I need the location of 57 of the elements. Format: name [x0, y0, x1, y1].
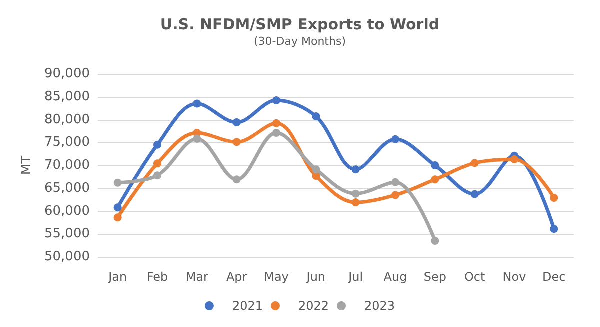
- x-tick-label: Feb: [146, 270, 168, 284]
- chart-title: U.S. NFDM/SMP Exports to World: [160, 16, 440, 34]
- x-tick-label: Jul: [348, 270, 364, 284]
- y-axis-title: MT: [20, 156, 35, 176]
- point: [470, 159, 479, 168]
- x-tick-label: Sep: [424, 270, 446, 284]
- point: [272, 119, 280, 128]
- legend-label: 2022: [298, 299, 330, 313]
- y-tick-label: 60,000: [44, 204, 90, 219]
- point: [431, 162, 440, 170]
- point: [550, 225, 558, 234]
- legend-label: 2023: [364, 299, 396, 313]
- point: [154, 140, 162, 149]
- point: [272, 129, 280, 138]
- chart-subtitle: (30-Day Months): [254, 35, 346, 48]
- y-tick-label: 55,000: [44, 226, 90, 242]
- y-tick-label: 75,000: [44, 135, 90, 150]
- point: [470, 190, 479, 198]
- x-tick-label: Oct: [464, 270, 486, 284]
- x-tick-label: May: [264, 270, 289, 284]
- point: [154, 172, 162, 180]
- x-tick-label: Aug: [384, 270, 408, 284]
- point: [114, 214, 122, 222]
- x-tick-label: Jun: [306, 270, 326, 284]
- y-tick-label: 50,000: [44, 250, 90, 264]
- point: [431, 176, 440, 184]
- point: [352, 190, 360, 198]
- point: [392, 178, 400, 186]
- point: [431, 236, 440, 245]
- point: [193, 100, 202, 108]
- x-tick-label: Jan: [108, 270, 128, 284]
- point: [550, 194, 558, 202]
- y-tick-label: 90,000: [44, 66, 90, 82]
- point: [232, 118, 241, 126]
- y-tick-label: 85,000: [44, 89, 90, 104]
- x-tick-label: Mar: [186, 270, 209, 284]
- point: [510, 156, 518, 164]
- point: [193, 134, 202, 143]
- point: [272, 96, 280, 105]
- x-tick-label: Apr: [226, 270, 248, 284]
- point: [392, 191, 400, 200]
- y-tick-label: 65,000: [44, 180, 90, 196]
- x-tick-label: Nov: [502, 270, 526, 284]
- point: [154, 160, 162, 168]
- point: [352, 198, 360, 207]
- point: [232, 138, 241, 146]
- point: [114, 204, 122, 212]
- point: [114, 178, 122, 187]
- y-tick-label: 80,000: [44, 112, 90, 128]
- point: [312, 112, 320, 121]
- legend-label: 2021: [232, 299, 263, 313]
- point: [232, 176, 241, 184]
- point: [312, 166, 320, 174]
- y-tick-label: 70,000: [44, 158, 90, 173]
- x-tick-label: Dec: [542, 270, 566, 284]
- point: [392, 135, 400, 144]
- point: [352, 166, 360, 174]
